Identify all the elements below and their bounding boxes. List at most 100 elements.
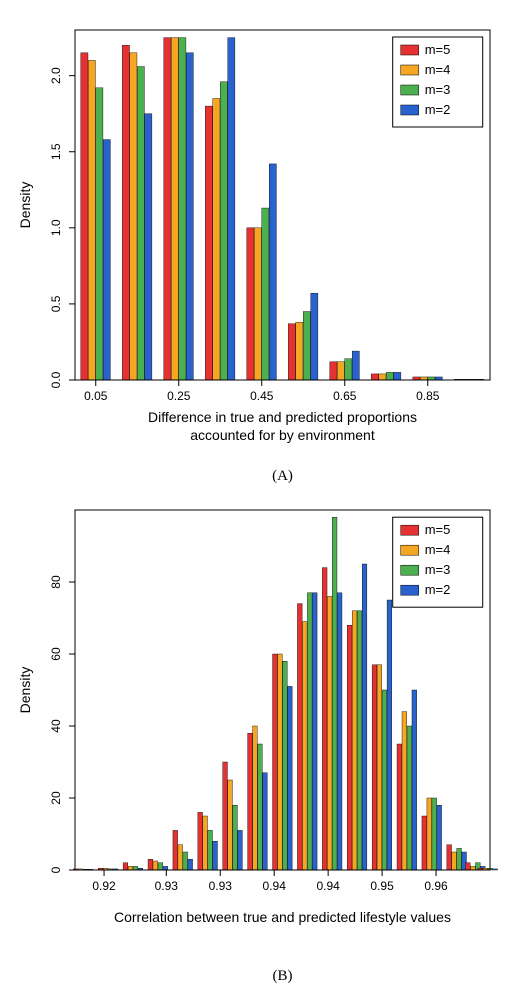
- bar: [238, 830, 243, 870]
- bar: [457, 848, 462, 870]
- bar: [179, 38, 186, 380]
- bar: [247, 228, 254, 380]
- chart-b-panel: 0204060800.920.930.930.940.940.950.96Den…: [0, 490, 512, 990]
- legend-swatch: [401, 105, 419, 115]
- bar: [307, 593, 312, 870]
- bar: [397, 744, 402, 870]
- x-tick-label: 0.05: [84, 389, 108, 403]
- bar: [258, 744, 263, 870]
- bar: [269, 164, 276, 380]
- bar: [188, 859, 193, 870]
- legend-label: m=2: [425, 582, 451, 597]
- bar: [371, 374, 378, 380]
- legend-label: m=5: [425, 42, 451, 57]
- legend-label: m=5: [425, 522, 451, 537]
- bar: [394, 372, 401, 380]
- bar: [278, 654, 283, 870]
- bar: [387, 600, 392, 870]
- bar: [153, 861, 158, 870]
- x-tick-label: 0.65: [333, 389, 357, 403]
- bar: [158, 863, 163, 870]
- y-tick-label: 1.0: [49, 219, 63, 236]
- legend-swatch: [401, 65, 419, 75]
- y-tick-label: 20: [49, 791, 63, 805]
- bar: [103, 140, 110, 380]
- bar: [312, 593, 317, 870]
- legend-label: m=2: [425, 102, 451, 117]
- y-axis-label: Density: [17, 667, 33, 714]
- y-tick-label: 0.5: [49, 295, 63, 312]
- chart-a-panel: 0.00.51.01.52.00.050.250.450.650.85Densi…: [0, 0, 512, 490]
- bar: [296, 322, 303, 380]
- bar: [148, 859, 153, 870]
- y-axis-label: Density: [17, 182, 33, 229]
- bar: [186, 53, 193, 380]
- bar: [362, 564, 367, 870]
- bar: [254, 228, 261, 380]
- bar: [311, 293, 318, 380]
- bar: [228, 38, 235, 380]
- x-tick-label: 0.93: [155, 879, 179, 893]
- bar: [372, 665, 377, 870]
- bar: [470, 866, 475, 870]
- bar: [287, 686, 292, 870]
- x-tick-label: 0.25: [167, 389, 191, 403]
- bar: [133, 866, 138, 870]
- bar: [386, 372, 393, 380]
- x-tick-label: 0.95: [370, 879, 394, 893]
- bar: [303, 312, 310, 380]
- chart-a-svg: 0.00.51.01.52.00.050.250.450.650.85Densi…: [0, 0, 512, 490]
- x-tick-label: 0.92: [92, 879, 116, 893]
- x-tick-label: 0.94: [263, 879, 287, 893]
- bar: [352, 351, 359, 380]
- bar: [203, 816, 208, 870]
- bar: [382, 690, 387, 870]
- bar: [128, 866, 133, 870]
- bar: [432, 798, 437, 870]
- x-axis-label: Correlation between true and predicted l…: [114, 909, 451, 925]
- legend-swatch: [401, 565, 419, 575]
- bar: [263, 773, 268, 870]
- bar: [288, 324, 295, 380]
- bar: [122, 45, 129, 380]
- bar: [262, 208, 269, 380]
- bar: [173, 830, 178, 870]
- bar: [407, 726, 412, 870]
- y-tick-label: 60: [49, 647, 63, 661]
- legend-swatch: [401, 545, 419, 555]
- bar: [171, 38, 178, 380]
- bar: [96, 88, 103, 380]
- x-tick-label: 0.85: [416, 389, 440, 403]
- bar: [447, 845, 452, 870]
- legend-label: m=4: [425, 62, 451, 77]
- bar: [213, 841, 218, 870]
- bar: [352, 611, 357, 870]
- bar: [345, 359, 352, 380]
- x-axis-label-line2: accounted for by environment: [190, 427, 375, 443]
- legend-label: m=3: [425, 82, 451, 97]
- bar: [283, 661, 288, 870]
- bar: [183, 852, 188, 870]
- bar: [452, 852, 457, 870]
- bar: [253, 726, 258, 870]
- legend-swatch: [401, 525, 419, 535]
- y-tick-label: 0: [49, 866, 63, 873]
- bar: [357, 611, 362, 870]
- bar: [337, 362, 344, 380]
- x-tick-label: 0.96: [424, 879, 448, 893]
- bar: [332, 517, 337, 870]
- bar: [164, 38, 171, 380]
- bar: [198, 812, 203, 870]
- bar: [228, 780, 233, 870]
- y-tick-label: 80: [49, 575, 63, 589]
- subplot-label: (A): [272, 468, 293, 484]
- bar: [422, 816, 427, 870]
- bar: [233, 805, 238, 870]
- bar: [178, 845, 183, 870]
- legend-swatch: [401, 585, 419, 595]
- bar: [248, 733, 253, 870]
- bar: [379, 374, 386, 380]
- bar: [412, 690, 417, 870]
- bar: [402, 712, 407, 870]
- bar: [437, 805, 442, 870]
